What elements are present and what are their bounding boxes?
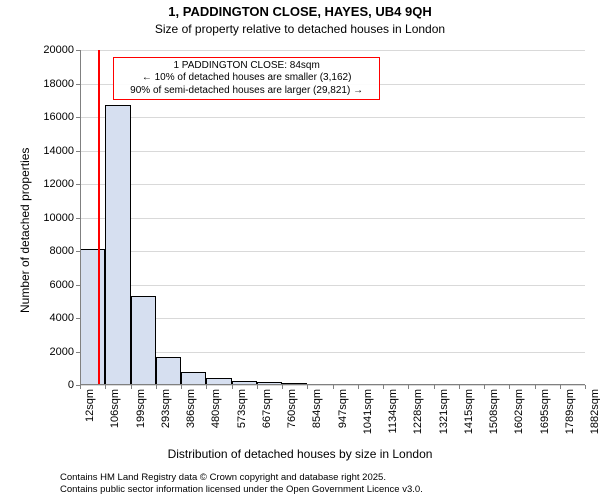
y-axis-label: Number of detached properties [18,147,32,312]
x-tick-label: 106sqm [109,389,121,428]
x-tickmark [585,385,586,389]
y-tick-label: 16000 [43,111,80,123]
x-tickmark [105,385,106,389]
y-tick-label: 14000 [43,145,80,157]
x-tick-label: 480sqm [210,389,222,428]
x-tickmark [333,385,334,389]
x-tick-label: 573sqm [236,389,248,428]
x-tick-label: 1415sqm [463,389,475,434]
gridline [80,218,585,219]
footer-line-2: Contains public sector information licen… [60,484,423,495]
plot-inner: 0200040006000800010000120001400016000180… [80,50,585,385]
x-tickmark [232,385,233,389]
x-tick-label: 947sqm [337,389,349,428]
annotation-line-3: 90% of semi-detached houses are larger (… [118,85,376,98]
gridline [80,251,585,252]
x-tick-label: 667sqm [261,389,273,428]
y-axis-line [80,50,81,385]
x-tickmark [408,385,409,389]
x-tickmark [509,385,510,389]
x-tickmark [459,385,460,389]
x-tick-label: 1602sqm [513,389,525,434]
x-tickmark [383,385,384,389]
x-tickmark [131,385,132,389]
x-tick-label: 1508sqm [488,389,500,434]
annotation-line-1: 1 PADDINGTON CLOSE: 84sqm [118,60,376,73]
gridline [80,285,585,286]
x-tick-label: 386sqm [185,389,197,428]
x-tick-label: 854sqm [311,389,323,428]
x-tick-label: 1789sqm [564,389,576,434]
x-tickmark [80,385,81,389]
y-tick-label: 20000 [43,44,80,56]
gridline [80,184,585,185]
x-tickmark [156,385,157,389]
marker-line [98,50,100,385]
histogram-bar [105,105,130,385]
x-tick-label: 1695sqm [539,389,551,434]
x-tickmark [560,385,561,389]
x-tickmark [434,385,435,389]
gridline [80,318,585,319]
histogram-bar [131,296,156,385]
x-tickmark [484,385,485,389]
gridline [80,117,585,118]
x-tickmark [282,385,283,389]
x-tickmark [257,385,258,389]
x-tick-label: 1321sqm [438,389,450,434]
gridline [80,352,585,353]
histogram-bar [156,357,181,385]
histogram-bar [181,372,206,385]
x-tickmark [181,385,182,389]
x-tickmark [307,385,308,389]
y-tick-label: 10000 [43,212,80,224]
x-tick-label: 760sqm [286,389,298,428]
x-axis-label: Distribution of detached houses by size … [0,447,600,461]
x-tick-label: 12sqm [84,389,96,422]
x-tick-label: 1134sqm [387,389,399,433]
gridline [80,50,585,51]
y-tick-label: 12000 [43,178,80,190]
x-tickmark [206,385,207,389]
chart-title: 1, PADDINGTON CLOSE, HAYES, UB4 9QH [0,4,600,19]
x-tickmark [535,385,536,389]
plot-area: 0200040006000800010000120001400016000180… [80,50,585,385]
annotation-line-2: ← 10% of detached houses are smaller (3,… [118,72,376,85]
x-tick-label: 293sqm [160,389,172,428]
x-tickmark [358,385,359,389]
x-tick-label: 1041sqm [362,389,374,434]
x-tick-label: 199sqm [135,389,147,428]
x-tick-label: 1882sqm [589,389,600,434]
y-tick-label: 18000 [43,78,80,90]
x-tick-label: 1228sqm [412,389,424,434]
histogram-bar [80,249,105,385]
chart-subtitle: Size of property relative to detached ho… [0,22,600,36]
gridline [80,151,585,152]
footer-line-1: Contains HM Land Registry data © Crown c… [60,472,386,483]
annotation-box: 1 PADDINGTON CLOSE: 84sqm← 10% of detach… [113,57,381,101]
